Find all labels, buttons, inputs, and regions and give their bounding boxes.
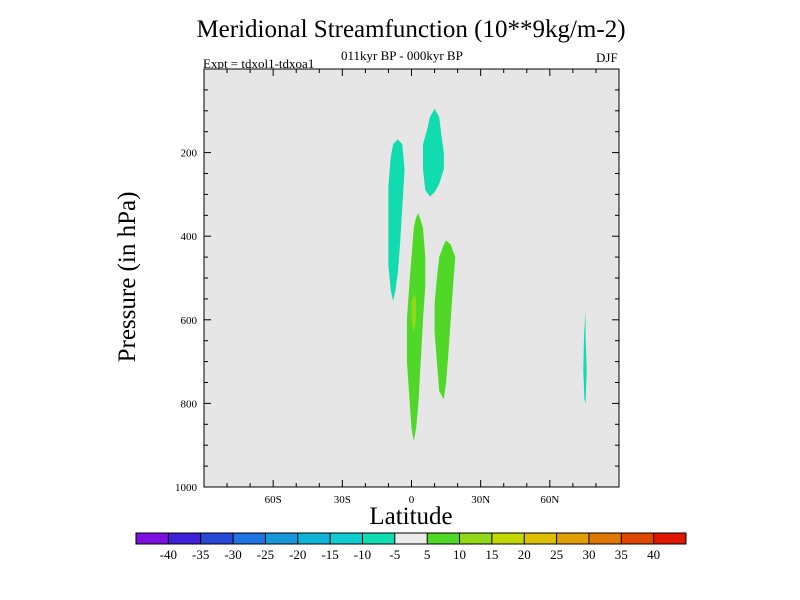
colorbar-swatch-6 [297, 533, 331, 544]
y-tick-label: 400 [181, 231, 198, 243]
colorbar-swatch-14 [556, 533, 590, 544]
colorbar-label: -40 [160, 547, 177, 562]
colorbar-label: 5 [424, 547, 431, 562]
y-tick-label: 800 [181, 398, 198, 410]
colorbar-label: -25 [257, 547, 274, 562]
colorbar-label: -5 [389, 547, 400, 562]
x-tick-label: 30S [334, 494, 351, 506]
colorbar-label: -10 [354, 547, 371, 562]
colorbar-swatch-8 [362, 533, 396, 544]
x-tick-label: 30N [471, 494, 490, 506]
plot-frame [203, 68, 620, 488]
colorbar-swatch-12 [491, 533, 525, 544]
season-label: DJF [596, 50, 618, 65]
colorbar-label: -15 [321, 547, 338, 562]
colorbar-swatch-1 [136, 533, 169, 544]
chart-subtitle: 011kyr BP - 000kyr BP [341, 48, 463, 63]
colorbar-frame [135, 532, 687, 545]
colorbar-swatch-15 [588, 533, 622, 544]
colorbar-swatch-9 [394, 533, 428, 544]
colorbar-swatch-4 [233, 533, 266, 544]
contour-regions [388, 108, 587, 441]
colorbar-label: -20 [289, 547, 306, 562]
x-axis-label: Latitude [369, 503, 453, 530]
colorbar-label: 15 [485, 547, 498, 562]
contour-region-3 [406, 213, 426, 441]
colorbar-swatch-3 [200, 533, 234, 544]
colorbar-label: 40 [647, 547, 660, 562]
colorbar-swatch-13 [524, 533, 557, 544]
chart-title: Meridional Streamfunction (10**9kg/m-2) [196, 16, 626, 43]
colorbar: -40 -35 -30 -25 -20 -15 -10 -5 5 10 15 20 25 30 35 40 [135, 532, 687, 562]
colorbar-swatch-5 [265, 533, 299, 544]
y-tick-label: 600 [181, 315, 198, 327]
x-tick-label: 60S [265, 494, 282, 506]
colorbar-label: 10 [453, 547, 466, 562]
contour-region-2 [423, 108, 444, 197]
x-tick-label: 60N [540, 494, 559, 506]
colorbar-swatch-17 [653, 533, 687, 544]
contour-region-6 [583, 310, 587, 404]
y-tick-label: 1000 [175, 482, 198, 494]
colorbar-swatch-16 [621, 533, 654, 544]
contour-region-4 [411, 294, 417, 333]
colorbar-swatch-2 [168, 533, 201, 544]
colorbar-label: 35 [615, 547, 628, 562]
x-tick-label: 0 [409, 494, 415, 506]
colorbar-label: 25 [550, 547, 563, 562]
experiment-label: Expt = tdxol1-tdxoa1 [203, 56, 315, 71]
colorbar-label: 20 [518, 547, 531, 562]
y-tick-label: 200 [181, 148, 198, 160]
colorbar-label: 30 [582, 547, 595, 562]
contour-region-1 [388, 139, 405, 301]
contour-region-5 [434, 240, 456, 400]
colorbar-swatch-11 [459, 533, 493, 544]
colorbar-swatch-7 [330, 533, 363, 544]
colorbar-label: -30 [224, 547, 241, 562]
colorbar-swatch-10 [427, 533, 460, 544]
colorbar-label: -35 [192, 547, 209, 562]
